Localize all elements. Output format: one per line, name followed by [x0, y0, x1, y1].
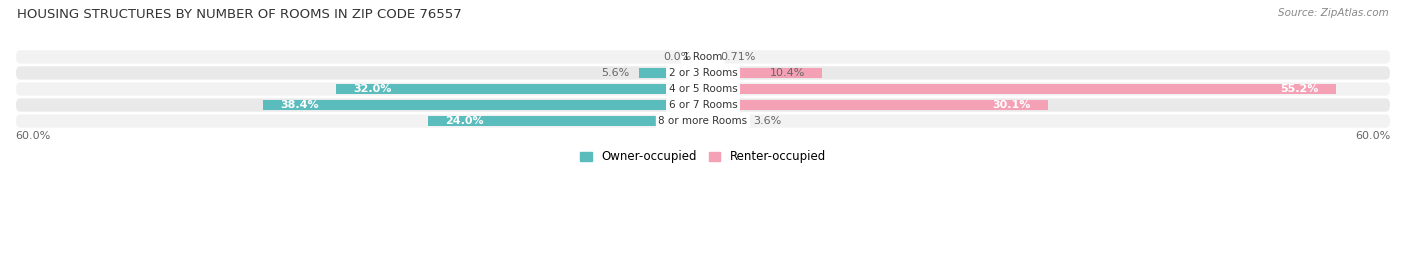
Bar — [703, 68, 823, 78]
Bar — [703, 100, 1047, 110]
FancyBboxPatch shape — [15, 113, 1391, 129]
FancyBboxPatch shape — [15, 65, 1391, 81]
Legend: Owner-occupied, Renter-occupied: Owner-occupied, Renter-occupied — [575, 146, 831, 168]
Text: 0.0%: 0.0% — [664, 52, 692, 62]
Text: 5.6%: 5.6% — [602, 68, 630, 78]
Text: 2 or 3 Rooms: 2 or 3 Rooms — [669, 68, 737, 78]
FancyBboxPatch shape — [15, 81, 1391, 97]
Bar — [703, 84, 1336, 94]
Text: 38.4%: 38.4% — [280, 100, 319, 110]
Text: 10.4%: 10.4% — [769, 68, 806, 78]
Bar — [638, 68, 703, 78]
Text: 0.71%: 0.71% — [720, 52, 755, 62]
Text: 60.0%: 60.0% — [1355, 131, 1391, 141]
Bar — [263, 100, 703, 110]
FancyBboxPatch shape — [15, 49, 1391, 65]
Text: 6 or 7 Rooms: 6 or 7 Rooms — [669, 100, 737, 110]
Bar — [336, 84, 703, 94]
Text: 30.1%: 30.1% — [993, 100, 1031, 110]
Text: 60.0%: 60.0% — [15, 131, 51, 141]
Text: 55.2%: 55.2% — [1281, 84, 1319, 94]
Text: 4 or 5 Rooms: 4 or 5 Rooms — [669, 84, 737, 94]
Bar — [703, 116, 744, 126]
Text: HOUSING STRUCTURES BY NUMBER OF ROOMS IN ZIP CODE 76557: HOUSING STRUCTURES BY NUMBER OF ROOMS IN… — [17, 8, 461, 21]
Text: 24.0%: 24.0% — [446, 116, 484, 126]
Bar — [703, 52, 711, 62]
Text: Source: ZipAtlas.com: Source: ZipAtlas.com — [1278, 8, 1389, 18]
Bar — [427, 116, 703, 126]
Text: 8 or more Rooms: 8 or more Rooms — [658, 116, 748, 126]
FancyBboxPatch shape — [15, 97, 1391, 113]
Text: 1 Room: 1 Room — [683, 52, 723, 62]
Text: 32.0%: 32.0% — [353, 84, 392, 94]
Text: 3.6%: 3.6% — [754, 116, 782, 126]
